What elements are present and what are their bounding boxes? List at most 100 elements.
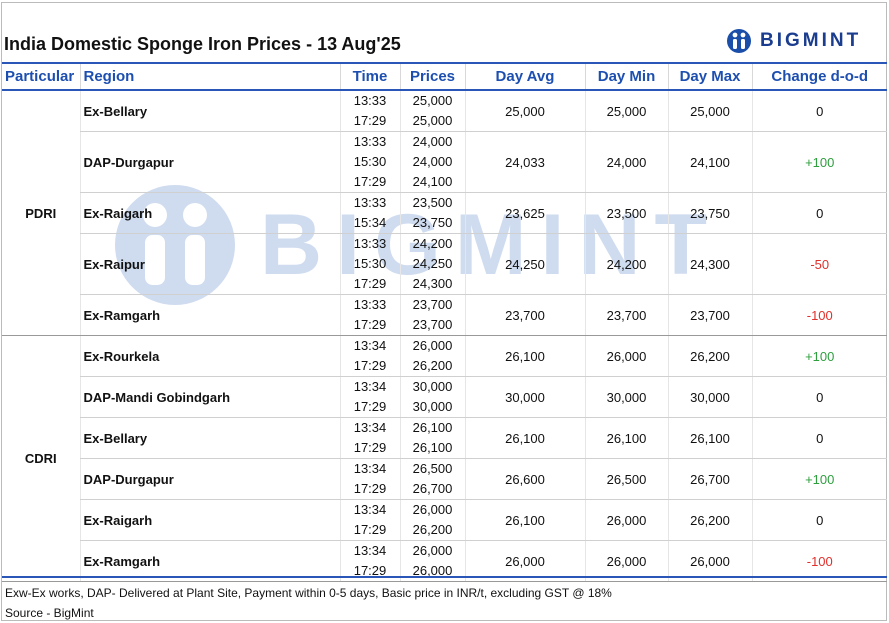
column-header: Day Max bbox=[667, 62, 752, 91]
time: 17:29 bbox=[353, 522, 387, 537]
region: Ex-Raigarh bbox=[79, 499, 340, 541]
time-cell: 13:34 17:29 bbox=[339, 376, 400, 418]
change: -100 bbox=[751, 540, 887, 582]
time-cell: 13:34 17:29 bbox=[339, 417, 400, 459]
region: Ex-Ramgarh bbox=[79, 540, 340, 582]
time: 15:34 bbox=[353, 215, 387, 230]
time: 17:29 bbox=[353, 440, 387, 455]
table-row: PDRI Ex-Bellary 13:33 17:29 25,000 25,000 25,0… bbox=[2, 90, 887, 336]
column-header: Particular bbox=[2, 62, 80, 91]
price: 26,000 bbox=[412, 563, 453, 578]
day-avg: 26,100 bbox=[464, 499, 585, 541]
time: 15:30 bbox=[353, 154, 387, 169]
price-cell: 26,000 26,200 bbox=[399, 335, 465, 377]
day-avg: 25,000 bbox=[464, 90, 585, 132]
price: 24,100 bbox=[412, 174, 453, 189]
price: 24,300 bbox=[412, 276, 453, 291]
price-cell: 26,000 26,000 bbox=[399, 540, 465, 582]
day-max: 26,000 bbox=[667, 540, 752, 582]
time-cell: 13:34 17:29 bbox=[339, 540, 400, 582]
header-row: Particular Region Time Prices Day Avg Day Min… bbox=[2, 62, 887, 91]
region: Ex-Raipur bbox=[79, 233, 340, 295]
column-header: Prices bbox=[399, 62, 465, 91]
price: 23,700 bbox=[412, 297, 453, 312]
day-min: 26,000 bbox=[584, 335, 668, 377]
price: 24,000 bbox=[412, 134, 453, 149]
price: 26,000 bbox=[412, 502, 453, 517]
time: 13:34 bbox=[353, 379, 387, 394]
change: +100 bbox=[751, 335, 887, 377]
price: 30,000 bbox=[412, 379, 453, 394]
time: 17:29 bbox=[353, 358, 387, 373]
region: Ex-Bellary bbox=[79, 90, 340, 132]
time-cell: 13:33 15:34 bbox=[339, 192, 400, 234]
price: 23,500 bbox=[412, 195, 453, 210]
column-header: Day Min bbox=[584, 62, 668, 91]
day-max: 26,100 bbox=[667, 417, 752, 459]
title: India Domestic Sponge Iron Prices - 13 A… bbox=[4, 34, 401, 54]
footer-source: Source - BigMint bbox=[5, 606, 94, 620]
time: 13:33 bbox=[353, 134, 387, 149]
region: Ex-Bellary bbox=[79, 417, 340, 459]
day-min: 26,000 bbox=[584, 540, 668, 582]
day-avg: 26,100 bbox=[464, 417, 585, 459]
price-cell: 23,700 23,700 bbox=[399, 294, 465, 336]
time-cell: 13:34 17:29 bbox=[339, 335, 400, 377]
price-table: Particular Region Time Prices Day Avg Day Min… bbox=[2, 62, 887, 582]
day-avg: 23,625 bbox=[464, 192, 585, 234]
time: 17:29 bbox=[353, 317, 387, 332]
time-cell: 13:33 15:30 17:29 bbox=[339, 131, 400, 193]
time: 17:29 bbox=[353, 276, 387, 291]
table-row: Ex-Bellary 13:34 17:29 26,100 26,100 26,100 26… bbox=[2, 417, 887, 459]
region: Ex-Rourkela bbox=[79, 335, 340, 377]
day-max: 23,750 bbox=[667, 192, 752, 234]
column-header: Time bbox=[339, 62, 400, 91]
price-cell: 25,000 25,000 bbox=[399, 90, 465, 132]
price: 25,000 bbox=[412, 113, 453, 128]
time-cell: 13:34 17:29 bbox=[339, 499, 400, 541]
price: 24,200 bbox=[412, 236, 453, 251]
column-header: Change d-o-d bbox=[751, 62, 887, 91]
price: 26,500 bbox=[412, 461, 453, 476]
price-cell: 24,200 24,250 24,300 bbox=[399, 233, 465, 295]
price: 30,000 bbox=[412, 399, 453, 414]
day-min: 24,000 bbox=[584, 131, 668, 193]
change: 0 bbox=[751, 499, 887, 541]
footer-notes: Exw-Ex works, DAP- Delivered at Plant Si… bbox=[5, 586, 612, 600]
particular: PDRI bbox=[2, 90, 80, 336]
table-row: CDRI Ex-Rourkela 13:34 17:29 26,000 26,200 26,… bbox=[2, 335, 887, 582]
table-row: Ex-Raigarh 13:34 17:29 26,000 26,200 26,100 26… bbox=[2, 499, 887, 541]
time-cell: 13:33 15:30 17:29 bbox=[339, 233, 400, 295]
day-min: 23,700 bbox=[584, 294, 668, 336]
time: 13:33 bbox=[353, 195, 387, 210]
day-min: 26,000 bbox=[584, 499, 668, 541]
time: 13:33 bbox=[353, 297, 387, 312]
price: 23,700 bbox=[412, 317, 453, 332]
price-cell: 26,500 26,700 bbox=[399, 458, 465, 500]
table-row: DAP-Durgapur 13:33 15:30 17:29 24,000 24,000 2… bbox=[2, 131, 887, 193]
price: 26,200 bbox=[412, 358, 453, 373]
time: 13:34 bbox=[353, 338, 387, 353]
day-avg: 30,000 bbox=[464, 376, 585, 418]
region: Ex-Ramgarh bbox=[79, 294, 340, 336]
change: +100 bbox=[751, 458, 887, 500]
day-avg: 24,033 bbox=[464, 131, 585, 193]
table-row: DAP-Durgapur 13:34 17:29 26,500 26,700 26,600… bbox=[2, 458, 887, 500]
price: 26,700 bbox=[412, 481, 453, 496]
time: 13:33 bbox=[353, 93, 387, 108]
time: 13:33 bbox=[353, 236, 387, 251]
time: 13:34 bbox=[353, 543, 387, 558]
time: 13:34 bbox=[353, 502, 387, 517]
logo-icon bbox=[727, 29, 751, 53]
day-max: 30,000 bbox=[667, 376, 752, 418]
change: -50 bbox=[751, 233, 887, 295]
day-min: 26,500 bbox=[584, 458, 668, 500]
time: 17:29 bbox=[353, 174, 387, 189]
day-min: 30,000 bbox=[584, 376, 668, 418]
day-avg: 23,700 bbox=[464, 294, 585, 336]
day-max: 23,700 bbox=[667, 294, 752, 336]
time-cell: 13:33 17:29 bbox=[339, 294, 400, 336]
column-header: Day Avg bbox=[464, 62, 585, 91]
price: 26,100 bbox=[412, 420, 453, 435]
price: 24,000 bbox=[412, 154, 453, 169]
